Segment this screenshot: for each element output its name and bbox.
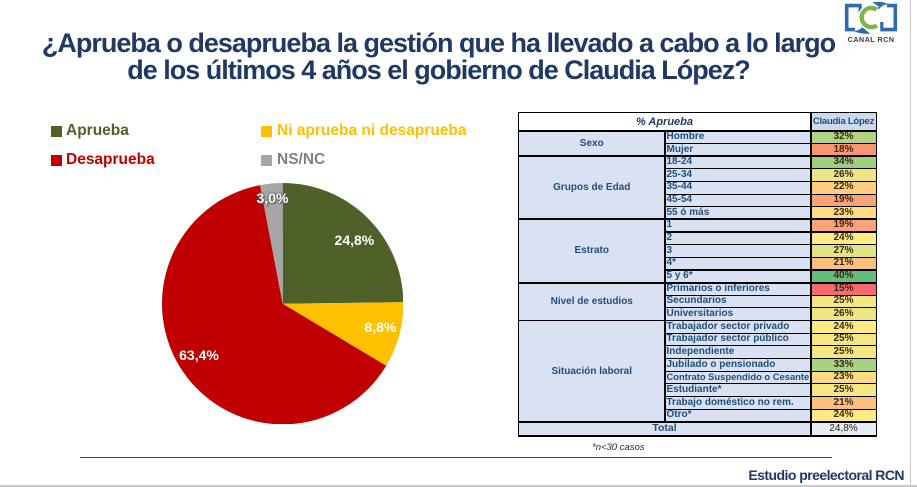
svg-text:CANAL RCN: CANAL RCN: [848, 35, 895, 44]
